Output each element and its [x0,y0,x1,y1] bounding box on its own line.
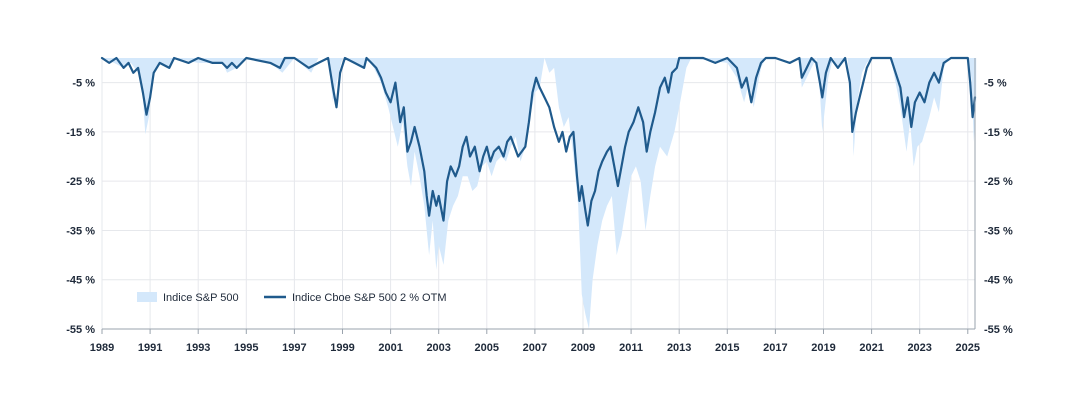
y-tick-label-right: -15 % [984,127,1013,139]
x-tick-label: 2023 [907,342,931,354]
x-tick-label: 2019 [811,342,835,354]
x-tick-label: 2007 [523,342,547,354]
legend-swatch-sp500 [137,292,157,302]
y-tick-label-right: -25 % [984,176,1013,188]
y-tick-label-left: -25 % [66,176,95,188]
x-tick-label: 1999 [330,342,354,354]
y-tick-label-left: -45 % [66,275,95,287]
y-tick-label-right: -5 % [984,78,1007,90]
legend-label-cboe: Indice Cboe S&P 500 2 % OTM [292,292,447,304]
x-tick-label: 2009 [571,342,595,354]
legend: Indice S&P 500 Indice Cboe S&P 500 2 % O… [137,292,447,304]
x-tick-label: 2025 [956,342,980,354]
y-tick-label-left: -15 % [66,127,95,139]
line-series-cboe [100,56,977,227]
y-tick-label-left: -5 % [72,78,95,90]
y-tick-label-right: -35 % [984,225,1013,237]
x-tick-label: 2015 [715,342,739,354]
x-tick-label: 2001 [378,342,402,354]
y-tick-label-right: -55 % [984,324,1013,336]
area-series-layer [102,58,977,329]
x-tick-label: 1989 [90,342,114,354]
y-tick-label-right: -45 % [984,275,1013,287]
grid [101,58,975,330]
x-tick-label: 2017 [763,342,787,354]
x-tick-label: 2013 [667,342,691,354]
x-tick-label: 1995 [234,342,258,354]
y-tick-label-left: -35 % [66,225,95,237]
x-tick-label: 1993 [186,342,210,354]
x-tick-label: 1997 [282,342,306,354]
legend-label-sp500: Indice S&P 500 [163,292,239,304]
line-series-layer [100,56,977,227]
x-tick-label: 1991 [138,342,162,354]
y-tick-label-left: -55 % [66,324,95,336]
axes: -5 % -5 % -15 % -15 % -25 % -25 % -35 % -35 % -4… [66,58,1013,354]
x-tick-label: 2003 [426,342,450,354]
area-series-sp500 [102,58,977,329]
x-tick-label: 2005 [475,342,499,354]
x-tick-label: 2011 [619,342,643,354]
x-tick-label: 2021 [859,342,883,354]
